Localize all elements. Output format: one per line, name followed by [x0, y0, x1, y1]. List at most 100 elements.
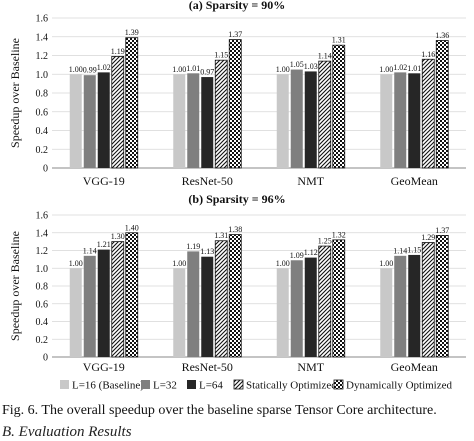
bar-a-0-0 [69, 74, 82, 168]
y-tick-label-b-3: 0.6 [36, 299, 49, 310]
legend-label-0: L=16 (Baseline) [72, 380, 144, 392]
chart-title-b: (b) Sparsity = 96% [188, 192, 285, 206]
y-tick-label-b-2: 0.4 [36, 317, 49, 328]
y-tick-label-a-0: 0 [43, 164, 48, 175]
bar-b-3-0 [380, 268, 393, 357]
bar-a-3-3 [421, 58, 435, 169]
y-tick-label-a-5: 1.0 [36, 70, 49, 81]
bar-a-1-4 [228, 39, 242, 169]
bar-a-2-2 [304, 71, 317, 168]
data-label-a-3-3: 1.16 [421, 50, 435, 59]
bar-b-0-3 [111, 241, 125, 358]
bar-b-3-2 [408, 254, 421, 357]
data-label-a-2-2: 1.03 [304, 62, 318, 71]
data-label-b-2-4: 1.32 [332, 230, 346, 239]
y-tick-label-a-7: 1.4 [36, 32, 49, 43]
bar-b-1-3 [214, 240, 228, 358]
data-label-b-1-4: 1.38 [228, 225, 242, 234]
next-section-heading: B. Evaluation Results [2, 424, 132, 440]
data-label-b-2-1: 1.09 [290, 251, 304, 260]
data-label-b-0-2: 1.21 [97, 240, 111, 249]
category-label-a-3: GeoMean [391, 174, 438, 188]
bar-b-2-1 [290, 260, 303, 357]
legend-swatch-3 [233, 379, 244, 390]
data-label-a-2-1: 1.05 [290, 60, 304, 69]
figure-caption: Fig. 6. The overall speedup over the bas… [2, 403, 437, 418]
bar-a-0-1 [83, 75, 96, 168]
y-tick-label-b-7: 1.4 [36, 228, 49, 239]
data-label-b-3-3: 1.29 [421, 233, 435, 242]
y-tick-label-a-8: 1.6 [36, 14, 49, 25]
legend-swatch-0 [60, 380, 69, 389]
y-tick-label-a-2: 0.4 [36, 126, 49, 137]
data-label-a-2-4: 1.31 [332, 36, 346, 45]
y-tick-label-b-4: 0.8 [36, 282, 49, 293]
bar-b-0-2 [97, 249, 110, 357]
bar-a-3-4 [435, 40, 449, 169]
y-tick-label-b-1: 0.2 [36, 335, 49, 346]
bar-a-2-1 [290, 69, 303, 168]
legend-label-1: L=32 [153, 380, 177, 392]
data-label-b-0-4: 1.40 [125, 223, 139, 232]
y-tick-label-a-3: 0.6 [36, 107, 49, 118]
y-tick-label-b-6: 1.2 [36, 246, 49, 257]
data-label-b-1-1: 1.19 [186, 242, 200, 251]
bar-a-3-1 [394, 72, 407, 168]
category-label-b-1: ResNet-50 [182, 360, 233, 374]
data-label-a-1-2: 0.97 [200, 68, 214, 77]
data-label-b-2-0: 1.00 [276, 259, 290, 268]
y-tick-label-b-0: 0 [43, 353, 48, 364]
data-label-a-0-4: 1.39 [125, 28, 139, 37]
y-tick-label-a-1: 0.2 [36, 145, 49, 156]
data-label-a-3-2: 1.01 [407, 64, 421, 73]
chart-panel-b: (b) Sparsity = 96% Speedup over Baseline 0… [8, 192, 466, 374]
bar-a-2-4 [332, 44, 346, 169]
data-label-a-1-0: 1.00 [172, 65, 186, 74]
data-label-b-3-1: 1.14 [393, 246, 407, 255]
category-label-a-1: ResNet-50 [182, 174, 233, 188]
chart-panel-a: (a) Sparsity = 90% Speedup over Baseline 0… [8, 0, 466, 188]
data-label-b-2-2: 1.12 [304, 248, 318, 257]
data-label-b-1-0: 1.00 [172, 259, 186, 268]
bar-b-1-0 [173, 268, 186, 357]
bar-a-2-3 [318, 60, 332, 169]
data-label-b-0-3: 1.30 [111, 232, 125, 241]
bar-b-0-0 [69, 268, 82, 357]
bar-a-0-4 [125, 37, 139, 169]
data-label-b-1-2: 1.13 [200, 247, 214, 256]
category-label-a-2: NMT [297, 174, 324, 188]
data-label-a-3-0: 1.00 [379, 65, 393, 74]
bar-a-1-0 [173, 74, 186, 168]
legend-swatch-4 [333, 379, 344, 390]
legend-swatch-2 [187, 380, 196, 389]
bar-b-1-2 [201, 256, 214, 357]
bar-b-2-0 [276, 268, 289, 357]
chart-title-a: (a) Sparsity = 90% [189, 0, 286, 12]
data-label-b-3-0: 1.00 [379, 259, 393, 268]
bar-b-1-1 [187, 251, 200, 357]
bar-b-2-4 [332, 239, 346, 358]
y-axis-label-b: Speedup over Baseline [8, 231, 22, 341]
bar-a-3-2 [408, 73, 421, 168]
legend-label-3: Statically Optimized [246, 380, 337, 392]
bar-b-0-1 [83, 255, 96, 357]
bar-a-2-0 [276, 74, 289, 168]
bar-b-2-3 [318, 245, 332, 358]
bar-b-2-2 [304, 257, 317, 357]
category-label-b-0: VGG-19 [83, 360, 125, 374]
y-tick-label-b-5: 1.0 [36, 264, 49, 275]
bar-b-3-4 [435, 235, 449, 358]
data-label-a-1-4: 1.37 [228, 30, 242, 39]
data-label-b-3-4: 1.37 [435, 226, 449, 235]
y-tick-label-a-4: 0.8 [36, 89, 49, 100]
bar-a-3-0 [380, 74, 393, 168]
data-label-a-1-1: 1.01 [186, 64, 200, 73]
data-label-a-0-2: 1.02 [97, 63, 111, 72]
bar-a-0-2 [97, 72, 110, 168]
data-label-a-3-4: 1.36 [435, 31, 449, 40]
y-tick-label-b-8: 1.6 [36, 211, 49, 222]
bar-a-1-1 [187, 73, 200, 168]
data-label-a-3-1: 1.02 [393, 63, 407, 72]
bar-a-1-3 [214, 59, 228, 169]
